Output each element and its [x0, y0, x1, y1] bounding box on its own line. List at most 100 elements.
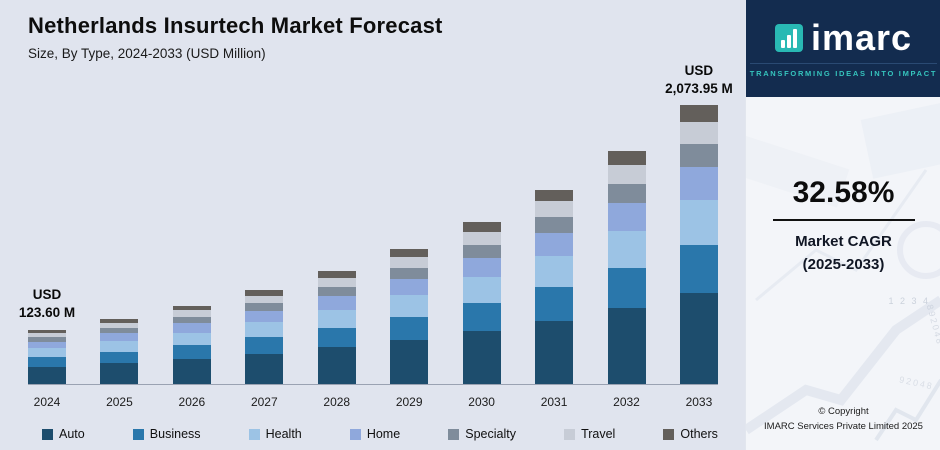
legend-item-others: Others — [663, 427, 718, 441]
bar-segment-business-2026 — [172, 345, 211, 359]
legend-swatch-icon — [42, 428, 53, 440]
x-tick-2024: 2024 — [33, 395, 61, 409]
bar-segment-specialty-2030 — [462, 244, 501, 258]
bar-segment-others-2031 — [535, 189, 574, 202]
legend-item-auto: Auto — [42, 427, 85, 441]
legend-swatch-icon — [564, 428, 576, 440]
bar-segment-home-2027 — [245, 310, 284, 323]
bar-segment-business-2024 — [28, 357, 66, 367]
x-tick-2033: 2033 — [685, 395, 713, 409]
bar-segment-home-2031 — [535, 232, 574, 257]
imarc-logo-barchart-icon — [774, 23, 803, 52]
bar-segment-auto-2033 — [679, 292, 718, 385]
cagr-divider — [772, 219, 915, 221]
bar-segment-travel-2025 — [100, 322, 139, 329]
x-tick-2031: 2031 — [540, 395, 568, 409]
bar-segment-health-2032 — [607, 230, 646, 268]
sidebar: 1 2 3 4 892048 92048 imarc TRANSFORMING … — [745, 0, 940, 450]
bar-segment-others-2027 — [245, 290, 284, 296]
bar-segment-business-2032 — [607, 267, 646, 308]
x-tick-2027: 2027 — [250, 395, 278, 409]
bar-segment-auto-2027 — [245, 353, 284, 385]
bar-segment-specialty-2027 — [245, 303, 284, 311]
bar-segment-home-2029 — [390, 278, 429, 296]
x-axis-line — [28, 384, 718, 385]
bar-column-2028: 2028 — [317, 105, 356, 409]
bar-column-2025: 2025 — [100, 105, 139, 409]
bar-2033 — [679, 105, 718, 385]
chart-title: Netherlands Insurtech Market Forecast — [28, 13, 443, 38]
legend-item-home: Home — [349, 427, 401, 441]
bar-2024 — [28, 329, 66, 385]
x-tick-2029: 2029 — [395, 395, 423, 409]
sidebar-watermark-graphic — [746, 101, 940, 442]
bar-segment-home-2032 — [607, 202, 646, 231]
bar-segment-business-2030 — [462, 303, 501, 332]
bar-segment-business-2025 — [100, 351, 139, 364]
bar-column-2033: USD 2,073.95 M 2033 — [665, 63, 733, 409]
bar-segment-specialty-2033 — [679, 144, 718, 167]
bar-segment-specialty-2031 — [535, 217, 574, 233]
bar-column-2026: 2026 — [172, 105, 211, 409]
legend-label: Travel — [581, 427, 616, 441]
bar-segment-specialty-2032 — [607, 183, 646, 203]
bar-segment-health-2031 — [535, 256, 574, 288]
bar-segment-home-2024 — [28, 341, 66, 349]
bar-segment-auto-2025 — [100, 363, 139, 386]
chart-subtitle: Size, By Type, 2024-2033 (USD Million) — [28, 46, 266, 61]
bar-segment-travel-2026 — [172, 310, 211, 317]
imarc-tagline: TRANSFORMING IDEAS INTO IMPACT — [749, 62, 938, 78]
bar-segment-others-2032 — [607, 151, 646, 166]
bar-segment-others-2028 — [317, 271, 356, 279]
bar-segment-business-2028 — [317, 328, 356, 348]
bar-segment-specialty-2026 — [172, 316, 211, 324]
bar-segment-specialty-2025 — [100, 328, 139, 334]
x-tick-2030: 2030 — [468, 395, 495, 409]
imarc-logo-row: imarc — [774, 16, 913, 58]
x-tick-2028: 2028 — [323, 395, 351, 409]
bar-column-2029: 2029 — [390, 105, 429, 409]
bar-segment-travel-2027 — [245, 295, 284, 304]
bar-segment-home-2026 — [172, 323, 211, 333]
x-tick-2025: 2025 — [106, 395, 133, 409]
bar-segment-travel-2028 — [317, 278, 356, 288]
legend-swatch-icon — [248, 428, 260, 440]
bar-value-label-2024: USD 123.60 M — [18, 287, 76, 321]
bar-2030 — [462, 221, 501, 385]
bar-segment-business-2031 — [535, 287, 574, 321]
imarc-logo: imarc TRANSFORMING IDEAS INTO IMPACT — [746, 0, 940, 97]
legend-label: Specialty — [465, 427, 516, 441]
imarc-logo-text: imarc — [810, 16, 913, 58]
legend-label: Others — [680, 427, 718, 441]
bar-segment-auto-2031 — [535, 320, 574, 385]
bar-segment-health-2026 — [172, 332, 211, 346]
legend-item-specialty: Specialty — [448, 427, 516, 441]
bars-area: USD 123.60 M 2024 2025 2026 2027 2028 2029 2030 2… — [19, 63, 733, 409]
legend-swatch-icon — [663, 428, 675, 440]
bar-segment-business-2027 — [245, 337, 284, 354]
watermark-numbers: 1 2 3 4 — [888, 296, 930, 306]
legend: Auto Business Health Home Specialty Travel Oth… — [42, 427, 718, 441]
bar-segment-health-2025 — [100, 341, 139, 352]
legend-swatch-icon — [132, 428, 144, 440]
bar-segment-travel-2031 — [535, 201, 574, 218]
bar-segment-others-2026 — [172, 305, 211, 311]
bar-segment-specialty-2028 — [317, 287, 356, 297]
bar-2028 — [317, 271, 356, 386]
bar-column-2030: 2030 — [462, 105, 501, 409]
bar-2026 — [172, 305, 211, 385]
bar-column-2032: 2032 — [607, 105, 646, 409]
legend-item-business: Business — [132, 427, 201, 441]
bar-segment-auto-2024 — [28, 366, 66, 385]
copyright: © Copyright IMARC Services Private Limit… — [746, 404, 940, 434]
bar-segment-health-2028 — [317, 309, 356, 329]
copyright-line1: © Copyright — [818, 405, 869, 417]
legend-label: Home — [366, 427, 401, 441]
cagr-label-line1: Market CAGR — [795, 233, 892, 250]
bar-segment-others-2030 — [462, 221, 501, 232]
bar-segment-health-2033 — [679, 200, 718, 245]
bar-2029 — [390, 248, 429, 385]
bar-segment-home-2025 — [100, 333, 139, 342]
legend-swatch-icon — [448, 428, 460, 440]
